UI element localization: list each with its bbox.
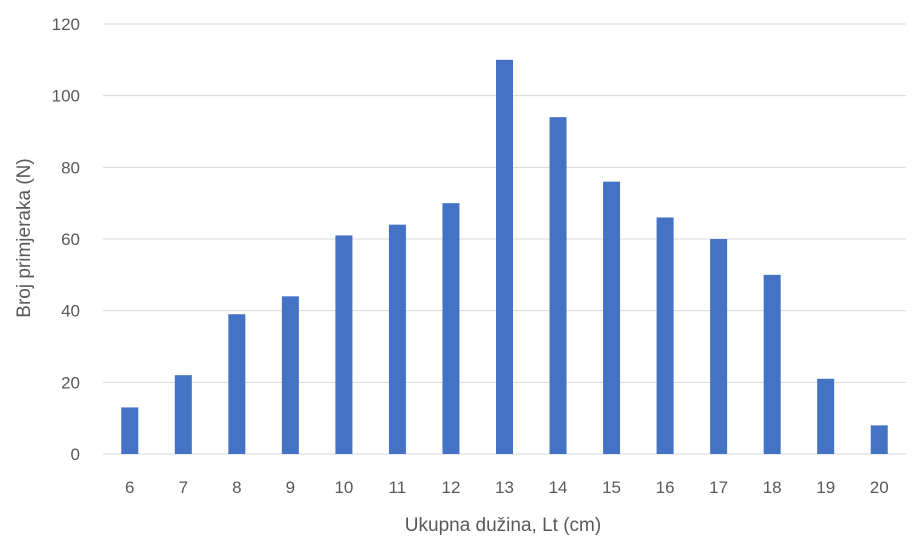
bars	[121, 59, 888, 455]
bar-20	[870, 425, 888, 454]
x-tick-label: 15	[602, 478, 621, 497]
bar-7	[174, 375, 192, 454]
y-tick-label: 120	[52, 15, 80, 34]
x-tick-label: 19	[816, 478, 835, 497]
y-tick-label: 20	[61, 373, 80, 392]
y-tick-label: 60	[61, 230, 80, 249]
bar-9	[281, 296, 299, 454]
x-tick-label: 10	[334, 478, 353, 497]
bar-19	[817, 378, 835, 454]
bar-18	[763, 274, 781, 454]
bar-13	[496, 59, 513, 454]
x-tick-label: 17	[709, 478, 728, 497]
x-tick-label: 6	[125, 478, 134, 497]
x-axis-ticks: 6 7 8 9 10 11 12 13 14 15 16 17 18 19 20	[125, 478, 889, 497]
y-tick-label: 100	[52, 87, 80, 106]
y-axis-ticks: 0 20 40 60 80 100 120	[52, 15, 80, 464]
x-tick-label: 14	[549, 478, 568, 497]
x-tick-label: 18	[763, 478, 782, 497]
y-tick-label: 80	[61, 158, 80, 177]
x-tick-label: 11	[389, 478, 407, 497]
y-tick-label: 0	[71, 445, 80, 464]
x-tick-label: 13	[495, 478, 514, 497]
y-tick-label: 40	[61, 302, 80, 321]
bar-12	[442, 203, 460, 454]
x-tick-label: 8	[232, 478, 241, 497]
bar-6	[121, 407, 139, 454]
bar-11	[388, 224, 406, 454]
x-axis-title: Ukupna dužina, Lt (cm)	[405, 515, 601, 536]
bar-15	[603, 181, 621, 454]
x-tick-label: 9	[286, 478, 295, 497]
x-tick-label: 7	[179, 478, 188, 497]
bar-16	[656, 217, 674, 454]
x-tick-label: 16	[656, 478, 675, 497]
bar-8	[228, 314, 246, 454]
x-tick-label: 12	[442, 478, 461, 497]
y-axis-title: Broj primjeraka (N)	[14, 158, 35, 317]
x-tick-label: 20	[870, 478, 889, 497]
bar-10	[335, 235, 353, 454]
bar-17	[710, 239, 728, 454]
bar-14	[549, 117, 567, 455]
